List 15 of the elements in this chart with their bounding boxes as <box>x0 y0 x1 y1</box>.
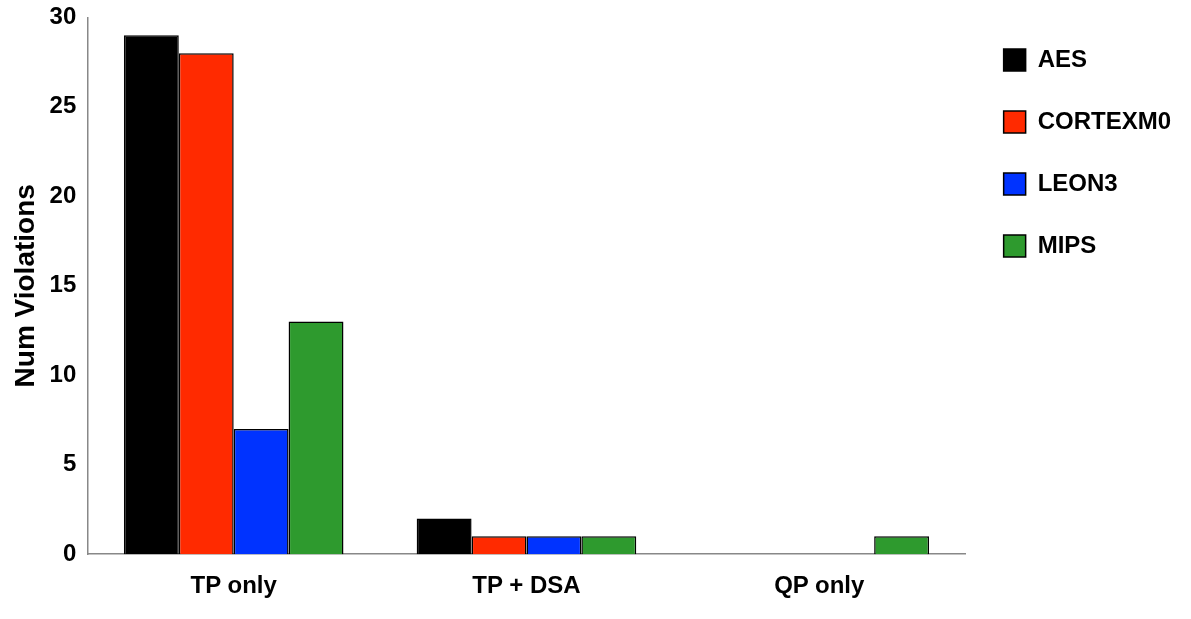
legend-label: AES <box>1037 44 1088 72</box>
y-tick-label: 0 <box>62 538 77 566</box>
y-tick-label: 20 <box>49 180 77 208</box>
y-tick-label: 15 <box>49 270 77 298</box>
legend-label: LEON3 <box>1037 168 1118 196</box>
x-tick-label: TP only <box>190 571 278 599</box>
legend-label: MIPS <box>1037 230 1097 258</box>
y-tick-label: 30 <box>49 2 77 30</box>
y-tick-label: 10 <box>49 359 77 387</box>
legend-label: CORTEXM0 <box>1037 106 1172 134</box>
x-tick-label: QP only <box>774 571 866 599</box>
y-tick-label: 5 <box>62 449 77 477</box>
y-axis-title: Num Violations <box>8 184 40 388</box>
y-tick-label: 25 <box>49 91 77 119</box>
x-tick-label: TP + DSA <box>472 571 581 599</box>
